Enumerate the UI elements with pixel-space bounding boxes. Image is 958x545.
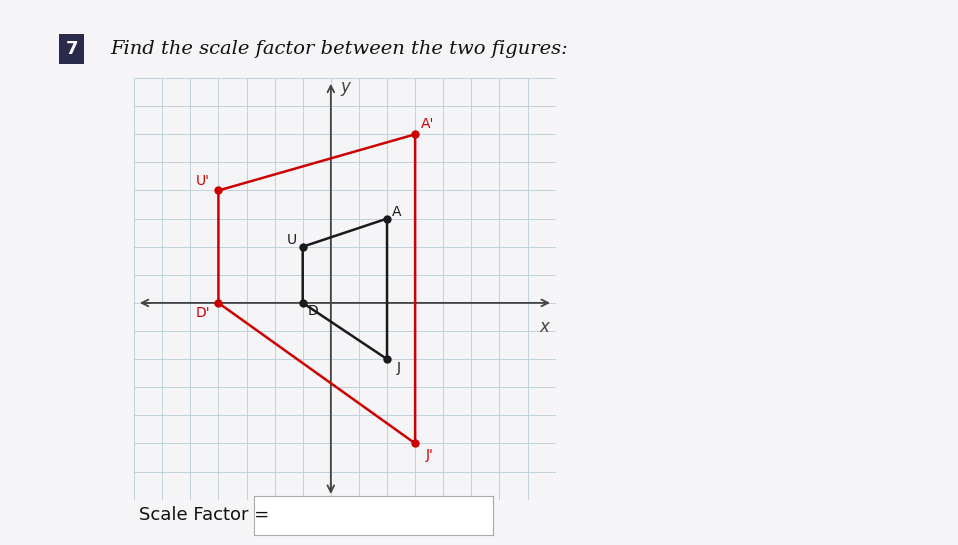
- Point: [379, 214, 395, 223]
- Point: [295, 299, 310, 307]
- Text: U': U': [196, 174, 210, 187]
- Text: A': A': [422, 118, 435, 131]
- Text: J': J': [425, 447, 433, 462]
- Text: y: y: [341, 77, 351, 95]
- Text: x: x: [539, 318, 549, 336]
- Text: J: J: [397, 361, 400, 374]
- Text: Find the scale factor between the two figures:: Find the scale factor between the two fi…: [110, 40, 568, 58]
- Point: [407, 439, 422, 448]
- Text: 7: 7: [65, 40, 79, 58]
- Text: Scale Factor =: Scale Factor =: [139, 506, 269, 524]
- Point: [295, 243, 310, 251]
- Point: [407, 130, 422, 138]
- Text: A: A: [392, 204, 401, 219]
- Text: D': D': [195, 306, 210, 320]
- Point: [379, 355, 395, 364]
- Point: [211, 186, 226, 195]
- Text: D: D: [308, 304, 318, 318]
- Text: U: U: [286, 233, 297, 247]
- Point: [211, 299, 226, 307]
